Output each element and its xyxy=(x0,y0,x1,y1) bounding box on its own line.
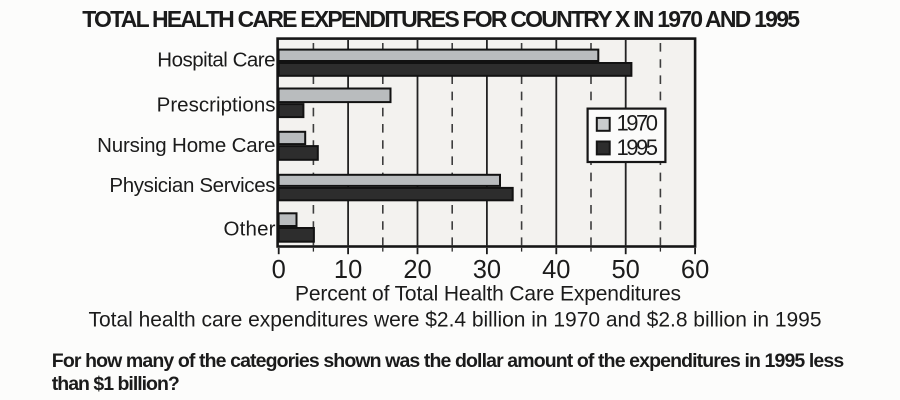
svg-text:Prescriptions: Prescriptions xyxy=(157,93,276,116)
svg-text:than $1 billion?: than $1 billion? xyxy=(52,373,180,395)
svg-text:Physician Services: Physician Services xyxy=(109,174,275,197)
svg-text:Total health care expenditures: Total health care expenditures were $2.4… xyxy=(89,309,822,332)
svg-text:1995: 1995 xyxy=(617,135,659,160)
svg-text:20: 20 xyxy=(403,256,431,284)
svg-text:40: 40 xyxy=(542,256,570,284)
svg-text:For how many of the categories: For how many of the categories shown was… xyxy=(52,350,845,372)
svg-text:30: 30 xyxy=(473,256,501,284)
svg-text:10: 10 xyxy=(334,256,362,284)
svg-text:0: 0 xyxy=(272,256,286,284)
svg-text:50: 50 xyxy=(612,256,640,284)
svg-text:Percent of Total Health Care E: Percent of Total Health Care Expenditure… xyxy=(295,283,681,306)
svg-text:1970: 1970 xyxy=(617,111,659,136)
svg-text:60: 60 xyxy=(681,256,709,284)
svg-text:Hospital Care: Hospital Care xyxy=(157,49,275,72)
svg-text:Other: Other xyxy=(224,218,276,241)
svg-text:TOTAL HEALTH CARE EXPENDITURES: TOTAL HEALTH CARE EXPENDITURES FOR COUNT… xyxy=(82,6,800,32)
svg-text:Nursing Home Care: Nursing Home Care xyxy=(97,134,275,157)
